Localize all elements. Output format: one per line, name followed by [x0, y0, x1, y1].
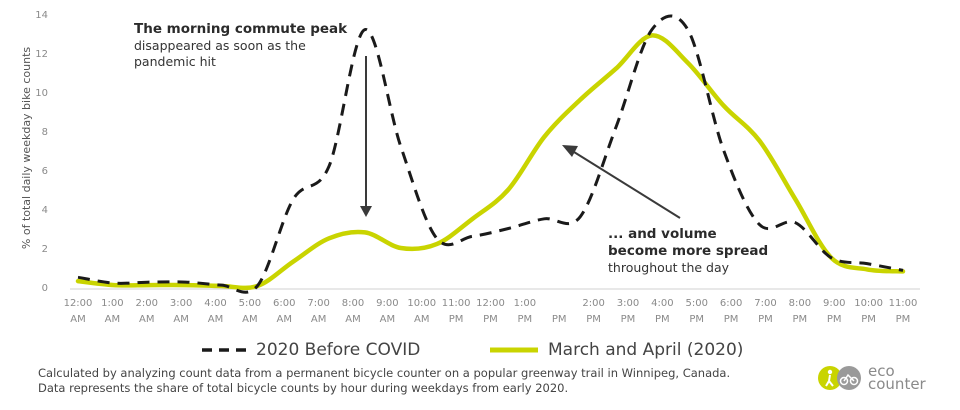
x-tick-label-time: 3:00	[170, 298, 192, 309]
x-tick-label-period: PM	[552, 314, 567, 325]
logo-wordmark: eco counter	[868, 362, 926, 393]
annotation-spread-arrowhead	[562, 145, 578, 157]
legend-dashed-swatch	[202, 348, 246, 352]
x-tick-label-time: 2:00	[136, 298, 158, 309]
x-tick-label-period: AM	[277, 314, 292, 325]
y-tick-label: 10	[35, 88, 48, 99]
chart-legend: 2020 Before COVID March and April (2020)	[0, 340, 960, 362]
x-tick-label-period: AM	[414, 314, 429, 325]
x-tick-label-time: 8:00	[789, 298, 811, 309]
footnote: Calculated by analyzing count data from …	[38, 366, 730, 396]
x-tick-label-time: 3:00	[617, 298, 639, 309]
eco-counter-logo: eco counter	[818, 362, 926, 393]
y-tick-label: 14	[35, 10, 48, 21]
series-line-march-april	[75, 33, 906, 291]
logo-text-eco: eco	[868, 362, 895, 380]
x-tick-label-time: 12:00	[64, 298, 93, 309]
x-tick-label-time: 4:00	[204, 298, 226, 309]
y-tick-label: 6	[42, 166, 48, 177]
x-tick-label-period: PM	[724, 314, 739, 325]
annotation-spread-line1: ... and volume	[608, 226, 717, 242]
y-axis-ticks: 0 2 4 6 8 10 12 14	[35, 10, 48, 294]
x-tick-label-period: PM	[483, 314, 498, 325]
y-tick-label: 4	[42, 205, 48, 216]
x-tick-label-period: PM	[827, 314, 842, 325]
x-tick-label-time: 5:00	[239, 298, 261, 309]
x-tick-label-time: 9:00	[376, 298, 398, 309]
x-tick-label-time: 10:00	[854, 298, 883, 309]
x-tick-label-period: AM	[105, 314, 120, 325]
x-tick-label-period: PM	[689, 314, 704, 325]
legend-label-march-april: March and April (2020)	[548, 340, 744, 360]
x-tick-label-time: 9:00	[823, 298, 845, 309]
x-tick-label-time: 12:00	[476, 298, 505, 309]
x-tick-label-time: 8:00	[342, 298, 364, 309]
legend-item-march-april: March and April (2020)	[488, 340, 743, 360]
x-tick-label-time: 1:00	[101, 298, 123, 309]
x-tick-label-period: AM	[139, 314, 154, 325]
logo-pedestrian-icon	[818, 366, 842, 390]
annotation-spread-arrow	[573, 151, 681, 219]
x-tick-label-period: PM	[518, 314, 533, 325]
x-tick-label-period: PM	[449, 314, 464, 325]
x-tick-label-time: 5:00	[686, 298, 708, 309]
x-tick-label-period: PM	[586, 314, 601, 325]
x-tick-label-time: 11:00	[889, 298, 918, 309]
x-tick-label-period: AM	[311, 314, 326, 325]
x-tick-label-period: PM	[758, 314, 773, 325]
y-tick-label: 12	[35, 49, 48, 60]
x-tick-label-period: PM	[621, 314, 636, 325]
y-tick-label: 0	[42, 283, 48, 294]
x-axis-ticks: 12:00 AM 1:00 AM 2:00 AM 3:00 AM 4:00 AM 5:00 AM 6:0…	[64, 298, 918, 325]
y-axis-label: % of total daily weekday bike counts	[20, 47, 33, 249]
y-tick-label: 2	[42, 244, 48, 255]
x-tick-label-time: 7:00	[307, 298, 329, 309]
x-tick-label-time: 6:00	[273, 298, 295, 309]
x-tick-label-time: 10:00	[407, 298, 436, 309]
legend-solid-swatch	[490, 347, 538, 353]
x-tick-label-time: 2:00	[582, 298, 604, 309]
x-tick-label-time: 4:00	[651, 298, 673, 309]
x-tick-label-period: AM	[345, 314, 360, 325]
x-tick-label-period: AM	[70, 314, 85, 325]
legend-label-before-covid: 2020 Before COVID	[256, 340, 421, 360]
x-tick-label-period: PM	[655, 314, 670, 325]
x-tick-label-period: AM	[173, 314, 188, 325]
x-tick-label-time: 11:00	[442, 298, 471, 309]
footnote-line-2: Data represents the share of total bicyc…	[38, 381, 569, 395]
x-tick-label-period: PM	[793, 314, 808, 325]
legend-item-before-covid: 2020 Before COVID	[200, 340, 420, 360]
x-tick-label-period: AM	[380, 314, 395, 325]
x-tick-label-period: PM	[896, 314, 911, 325]
annotation-spread-line3: throughout the day	[608, 260, 730, 275]
x-tick-label-time: 6:00	[720, 298, 742, 309]
x-tick-label-period: AM	[242, 314, 257, 325]
annotation-morning-line1: disappeared as soon as the	[134, 38, 306, 53]
line-chart: % of total daily weekday bike counts 0 2 4…	[20, 10, 920, 325]
x-tick-label-time: 1:00	[514, 298, 536, 309]
x-tick-label-period: AM	[208, 314, 223, 325]
x-tick-label-period: PM	[861, 314, 876, 325]
y-tick-label: 8	[42, 127, 48, 138]
series-lines	[75, 14, 906, 294]
annotation-morning-title: The morning commute peak	[134, 21, 348, 37]
annotation-morning-arrowhead	[360, 206, 372, 217]
logo-text-counter: counter	[868, 375, 926, 393]
annotation-spread-line2: become more spread	[608, 243, 768, 259]
logo-bicycle-icon	[837, 366, 861, 390]
x-tick-label-time: 7:00	[754, 298, 776, 309]
annotation-morning-line2: pandemic hit	[134, 54, 216, 69]
footnote-line-1: Calculated by analyzing count data from …	[38, 366, 731, 380]
series-line-before-covid	[77, 14, 904, 294]
